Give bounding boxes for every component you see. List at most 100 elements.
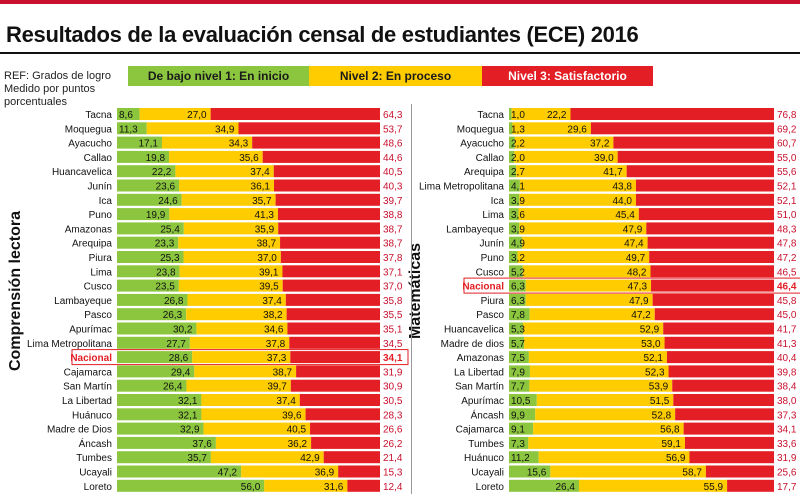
value-label-level-2: 39,6 [282,410,302,421]
value-label-level-1: 5,2 [511,267,525,278]
value-label-level-2: 38,7 [273,367,293,378]
category-label: Huánuco [72,410,112,421]
value-label-level-1: 19,9 [146,210,166,221]
bar-segment-level-1 [117,251,184,263]
value-label-level-1: 25,4 [160,224,180,235]
bar-segment-level-1 [509,165,517,178]
value-label-level-3: 44,6 [383,153,403,164]
value-label-level-2: 39,5 [259,282,279,293]
category-label: Callao [476,153,505,164]
bar-segment-level-1 [509,265,523,278]
value-label-level-2: 29,6 [567,124,587,135]
value-label-level-1: 47,2 [218,468,238,479]
value-label-level-1: 2,0 [511,153,525,164]
bar-segment-level-3 [238,122,380,135]
value-label-level-3: 35,8 [383,296,403,307]
value-label-level-2: 37,8 [266,339,286,350]
value-label-level-1: 3,2 [511,253,525,264]
bar-segment-level-2 [519,222,647,235]
category-label: Cusco [84,282,113,293]
bar-segment-level-1 [509,136,515,149]
value-label-level-1: 26,3 [163,310,183,321]
value-label-level-3: 35,1 [383,325,403,336]
bar-segment-level-1 [117,122,147,135]
value-label-level-1: 6,3 [511,282,525,293]
bar-segment-level-1 [509,193,520,206]
value-label-level-2: 35,7 [252,196,272,207]
category-label: Madre de Dios [47,425,112,436]
value-label-level-1: 23,3 [155,239,175,250]
value-label-level-2: 37,2 [590,139,610,150]
value-label-level-2: 56,8 [660,425,680,436]
value-label-level-3: 37,3 [777,410,797,421]
value-label-level-2: 47,4 [624,239,644,250]
value-label-level-1: 7,7 [511,382,525,393]
bar-segment-level-1 [509,351,529,364]
bar-segment-level-2 [186,379,291,392]
bar-segment-level-2 [521,236,648,249]
bar-segment-level-2 [529,365,669,378]
bar-segment-level-3 [310,422,380,435]
bar-segment-level-1 [117,236,179,249]
value-label-level-2: 37,4 [276,396,296,407]
highlight-frame [71,349,409,366]
value-label-level-3: 38,0 [777,396,797,407]
bar-segment-level-1 [117,422,204,435]
value-label-level-2: 45,4 [615,210,635,221]
category-label: Arequipa [72,239,112,250]
category-label: Áncash [79,437,112,450]
bar-segment-level-2 [169,150,263,163]
value-label-level-2: 35,9 [255,224,275,235]
category-label: Amazonas [65,224,112,235]
bar-segment-level-1 [117,193,182,206]
value-label-level-2: 34,3 [229,139,249,150]
category-label: Puno [481,253,505,264]
bar-segment-level-2 [533,422,684,435]
category-label: Apurímac [461,396,504,407]
category-label: La Libertad [454,367,504,378]
value-label-level-3: 45,0 [777,310,797,321]
bar-segment-level-3 [280,251,380,263]
value-label-level-3: 40,4 [777,353,797,364]
bar-segment-level-2 [525,279,652,292]
value-label-level-3: 39,8 [777,367,797,378]
value-label-level-1: 15,6 [527,468,547,479]
bar-segment-level-3 [651,279,774,292]
bar-segment-level-2 [203,422,311,435]
value-label-level-2: 31,6 [324,482,344,493]
bar-segment-level-1 [509,150,515,163]
value-label-level-3: 12,4 [383,482,403,493]
bar-segment-level-3 [727,479,774,492]
category-label: Junín [88,182,112,193]
bar-segment-level-1 [117,365,195,378]
value-label-level-3: 38,7 [383,224,403,235]
value-label-level-2: 41,7 [603,167,623,178]
value-label-level-2: 47,9 [623,224,643,235]
bar-segment-level-2 [536,394,674,406]
value-label-level-3: 25,6 [777,468,797,479]
bar-segment-level-1 [509,122,513,135]
bar-segment-level-1 [509,336,525,349]
value-label-level-1: 3,6 [511,210,525,221]
bar-segment-level-3 [262,150,380,163]
bar-segment-level-2 [528,351,667,364]
value-label-level-2: 38,7 [257,239,277,250]
bar-segment-level-1 [117,451,211,464]
bar-segment-level-2 [175,165,274,178]
value-label-level-2: 40,5 [287,425,307,436]
value-label-level-3: 26,2 [383,439,403,450]
bar-segment-level-1 [509,465,551,478]
category-label: Ica [99,196,113,207]
bar-segment-level-1 [509,451,539,464]
value-label-level-1: 5,7 [511,339,525,350]
value-label-level-3: 31,9 [777,453,797,464]
value-label-level-3: 51,0 [777,210,797,221]
bar-segment-level-2 [189,336,290,349]
category-label: Ayacucho [460,139,504,150]
category-label: Cajamarca [456,425,505,436]
bar-segment-level-2 [241,465,339,478]
value-label-level-2: 47,2 [631,310,651,321]
bar-segment-level-2 [186,308,287,321]
bar-segment-level-1 [117,179,180,192]
value-label-level-3: 48,6 [383,139,403,150]
